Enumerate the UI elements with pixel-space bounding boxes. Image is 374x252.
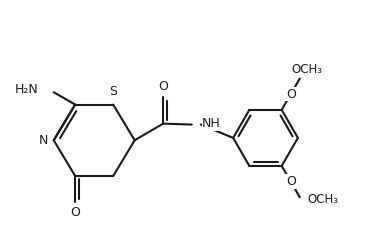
Text: OCH₃: OCH₃	[307, 193, 338, 206]
Text: H₂N: H₂N	[15, 83, 39, 96]
Text: N: N	[39, 134, 48, 147]
Text: O: O	[158, 80, 168, 93]
Text: NH: NH	[202, 117, 221, 130]
Text: S: S	[109, 85, 117, 98]
Text: O: O	[286, 175, 296, 188]
Text: OCH₃: OCH₃	[291, 64, 322, 77]
Text: O: O	[286, 88, 296, 101]
Text: O: O	[70, 206, 80, 219]
